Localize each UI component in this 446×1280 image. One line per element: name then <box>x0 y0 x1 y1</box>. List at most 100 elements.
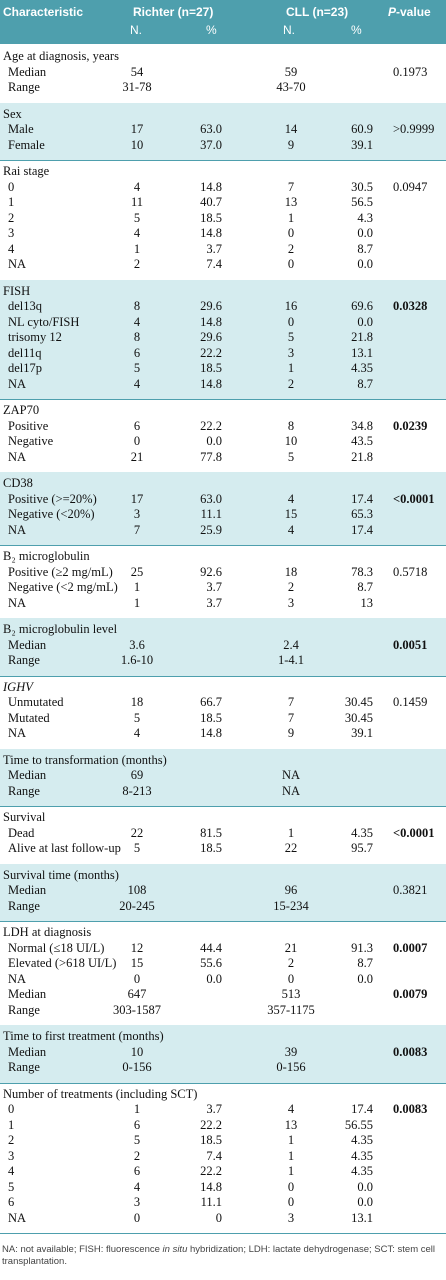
p-value: 0.0083 <box>393 1102 428 1116</box>
row-label: 0 <box>8 179 15 194</box>
row-label: 1 <box>8 1117 15 1132</box>
table-cell: 34.8 <box>351 418 373 433</box>
header-cell: Richter (n=27) <box>133 5 214 19</box>
table-cell: 4.35 <box>351 825 373 840</box>
table-cell: 40.7 <box>200 195 222 209</box>
table-cell: 1 <box>287 825 295 840</box>
table-cell: 78.3 <box>351 564 373 579</box>
table-cell: 0.0 <box>206 971 222 986</box>
table-cell: 10 <box>130 1044 144 1059</box>
row-label: del11q <box>8 345 42 360</box>
row-label: Range <box>8 80 40 94</box>
row-label: NA <box>8 726 27 740</box>
header-cell: Characteristic <box>3 5 84 19</box>
table-cell: 16 <box>284 299 298 313</box>
section-title: Age at diagnosis, years <box>3 49 119 63</box>
table-cell: 6 <box>133 345 141 360</box>
table-cell: 31-78 <box>122 80 152 94</box>
header-cell: CLL (n=23) <box>286 5 349 19</box>
table-cell: 0.0 <box>357 1179 373 1194</box>
row-label: Dead <box>8 825 35 840</box>
table-cell: 4 <box>133 726 141 740</box>
table-cell: 13 <box>284 195 298 209</box>
table-cell: 1-4.1 <box>277 653 305 667</box>
section-title: Time to first treatment (months) <box>3 1029 164 1043</box>
row-label: Median <box>8 1044 47 1059</box>
table-cell: 4 <box>133 226 141 240</box>
header-cell: N. <box>283 23 295 37</box>
row-label: Elevated (>618 UI/L) <box>8 956 117 970</box>
table-cell: 39 <box>284 1044 298 1059</box>
footnote-text: in situ <box>162 1244 188 1255</box>
row-label: NL cyto/FISH <box>8 314 80 329</box>
table-cell: 29.6 <box>200 330 222 344</box>
table-cell: 6 <box>133 418 141 433</box>
table-cell: 8.7 <box>357 956 373 970</box>
table-cell: 30.45 <box>344 710 373 725</box>
table-cell: 1 <box>133 595 141 610</box>
table-cell: 7 <box>287 695 295 709</box>
table-cell: 60.9 <box>351 122 373 136</box>
table-cell: 3.7 <box>206 1102 222 1116</box>
table-cell: 0 <box>287 226 295 240</box>
table-cell: 22 <box>130 825 144 840</box>
table-cell: 14.8 <box>200 1179 222 1194</box>
row-label: 4 <box>8 241 15 256</box>
table-cell: 11.1 <box>200 1195 222 1209</box>
row-label: Negative (<20%) <box>8 507 95 521</box>
row-label: Range <box>8 898 40 913</box>
row-label: NA <box>8 257 27 271</box>
table-section: Survival Dead 22 81.5 1 4.35 <0.0001 Alive at l… <box>0 806 446 865</box>
table-cell: 3 <box>133 1195 141 1209</box>
section-title: Time to transformation (months) <box>3 752 167 767</box>
table-cell: 13.1 <box>351 345 373 360</box>
table-cell: 4 <box>133 314 141 329</box>
table-cell: 63.0 <box>200 122 222 136</box>
row-label: NA <box>8 376 27 391</box>
table-cell: 14 <box>284 122 298 136</box>
table-cell: 81.5 <box>200 825 222 840</box>
table-cell: 4.35 <box>351 1148 373 1163</box>
table-cell: 11 <box>130 195 144 209</box>
section-title: FISH <box>3 283 31 298</box>
table-cell: 1 <box>287 1148 295 1163</box>
row-label: NA <box>8 595 27 610</box>
header-cell: P-value <box>388 5 431 19</box>
table-cell: 1 <box>133 580 141 594</box>
table-section: Time to first treatment (months) Median 10… <box>0 1025 446 1084</box>
header-cell: P <box>388 5 397 19</box>
table-cell: 7 <box>133 522 141 537</box>
table-cell: 4.35 <box>351 1164 373 1178</box>
table-cell: 0-156 <box>122 1060 152 1074</box>
table-cell: 6 <box>133 1117 141 1132</box>
table-cell: 39.1 <box>351 137 373 152</box>
table-section: FISH del13q 8 29.6 16 69.6 0.0328 NL cyto/FISH 4… <box>0 279 446 400</box>
table-cell: 0.0 <box>357 1195 373 1209</box>
table-cell: 4 <box>133 179 141 194</box>
table-cell: 17.4 <box>351 491 373 506</box>
table-cell: 6 <box>133 1164 141 1178</box>
row-label: 3 <box>8 226 15 240</box>
table-cell: 43.5 <box>351 434 373 448</box>
section-title: B₂ microglobulin <box>3 549 90 563</box>
row-label: Unmutated <box>8 695 64 709</box>
row-label: del17p <box>8 361 43 375</box>
table-cell: 4 <box>287 1102 295 1116</box>
table-cell: 3.7 <box>206 595 222 610</box>
table-cell: 95.7 <box>351 841 373 855</box>
table-cell: 20-245 <box>119 898 155 913</box>
table-cell: 8 <box>133 330 141 344</box>
table-cell: 2.4 <box>283 637 299 652</box>
table-cell: 647 <box>127 987 147 1001</box>
table-cell: 0.0 <box>206 434 222 448</box>
table-cell: 17 <box>130 491 144 506</box>
table-cell: 59 <box>284 64 298 79</box>
table-cell: 18.5 <box>200 210 222 225</box>
table-cell: 4.35 <box>351 1133 373 1147</box>
table-cell: 8.7 <box>357 241 373 256</box>
table-cell: 66.7 <box>200 695 222 709</box>
table-section: CD38 Positive (>=20%) 17 63.0 4 17.4 <0.0001 Ne… <box>0 472 446 546</box>
table-cell: 7 <box>287 710 295 725</box>
row-label: Range <box>8 1060 40 1074</box>
table-cell: 21.8 <box>351 449 373 464</box>
